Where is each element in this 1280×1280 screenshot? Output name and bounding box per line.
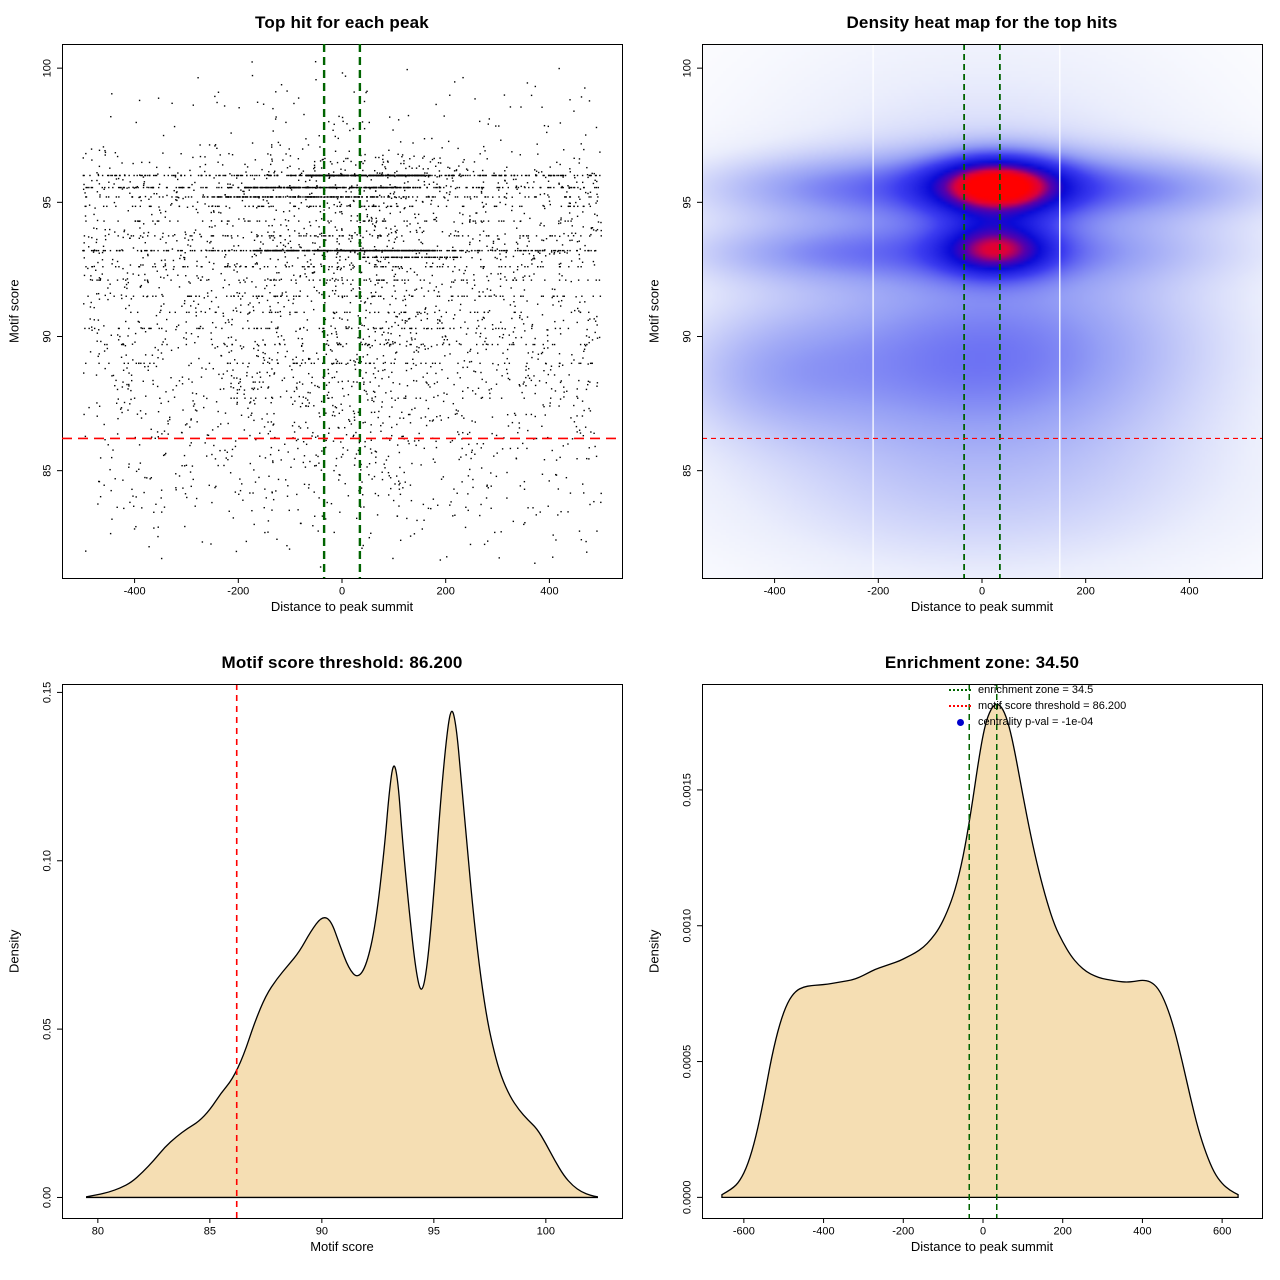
heatmap-plot-canvas — [640, 0, 1280, 640]
heatmap-xlabel: Distance to peak summit — [910, 599, 1054, 614]
distance-density-title: Enrichment zone: 34.50 — [884, 653, 1080, 672]
scatter-ylabel: Motif score — [6, 279, 22, 343]
dotted-line-icon — [948, 689, 972, 691]
heatmap-panel: Density heat map for the top hits Distan… — [640, 0, 1280, 640]
legend-entry-enrichment-zone: enrichment zone = 34.5 — [948, 684, 1126, 696]
scatter-title: Top hit for each peak — [255, 13, 429, 32]
score-density-panel: Motif score threshold: 86.200 Motif scor… — [0, 640, 640, 1280]
distance-density-plot-canvas — [640, 640, 1280, 1280]
legend-entry-centrality-pval: centrality p-val = -1e-04 — [948, 716, 1126, 728]
distance-density-ylabel: Density — [646, 929, 662, 973]
score-density-plot-canvas — [0, 640, 640, 1280]
dotted-line-icon — [948, 705, 972, 707]
scatter-plot-canvas — [0, 0, 640, 640]
score-density-ylabel: Density — [6, 929, 22, 973]
legend-label: centrality p-val = -1e-04 — [978, 716, 1094, 728]
score-density-title: Motif score threshold: 86.200 — [221, 653, 463, 672]
legend-label: enrichment zone = 34.5 — [978, 684, 1094, 696]
heatmap-ylabel: Motif score — [646, 279, 662, 343]
legend-label: motif score threshold = 86.200 — [978, 700, 1127, 712]
scatter-panel: Top hit for each peak Distance to peak s… — [0, 0, 640, 640]
distance-density-panel: Enrichment zone: 34.50 Distance to peak … — [640, 640, 1280, 1280]
plot-legend: enrichment zone = 34.5 motif score thres… — [948, 684, 1126, 728]
scatter-xlabel: Distance to peak summit — [270, 599, 414, 614]
heatmap-title: Density heat map for the top hits — [846, 13, 1118, 32]
dot-icon — [948, 718, 972, 726]
legend-entry-score-threshold: motif score threshold = 86.200 — [948, 700, 1126, 712]
distance-density-xlabel: Distance to peak summit — [910, 1239, 1054, 1254]
score-density-xlabel: Motif score — [310, 1239, 374, 1254]
